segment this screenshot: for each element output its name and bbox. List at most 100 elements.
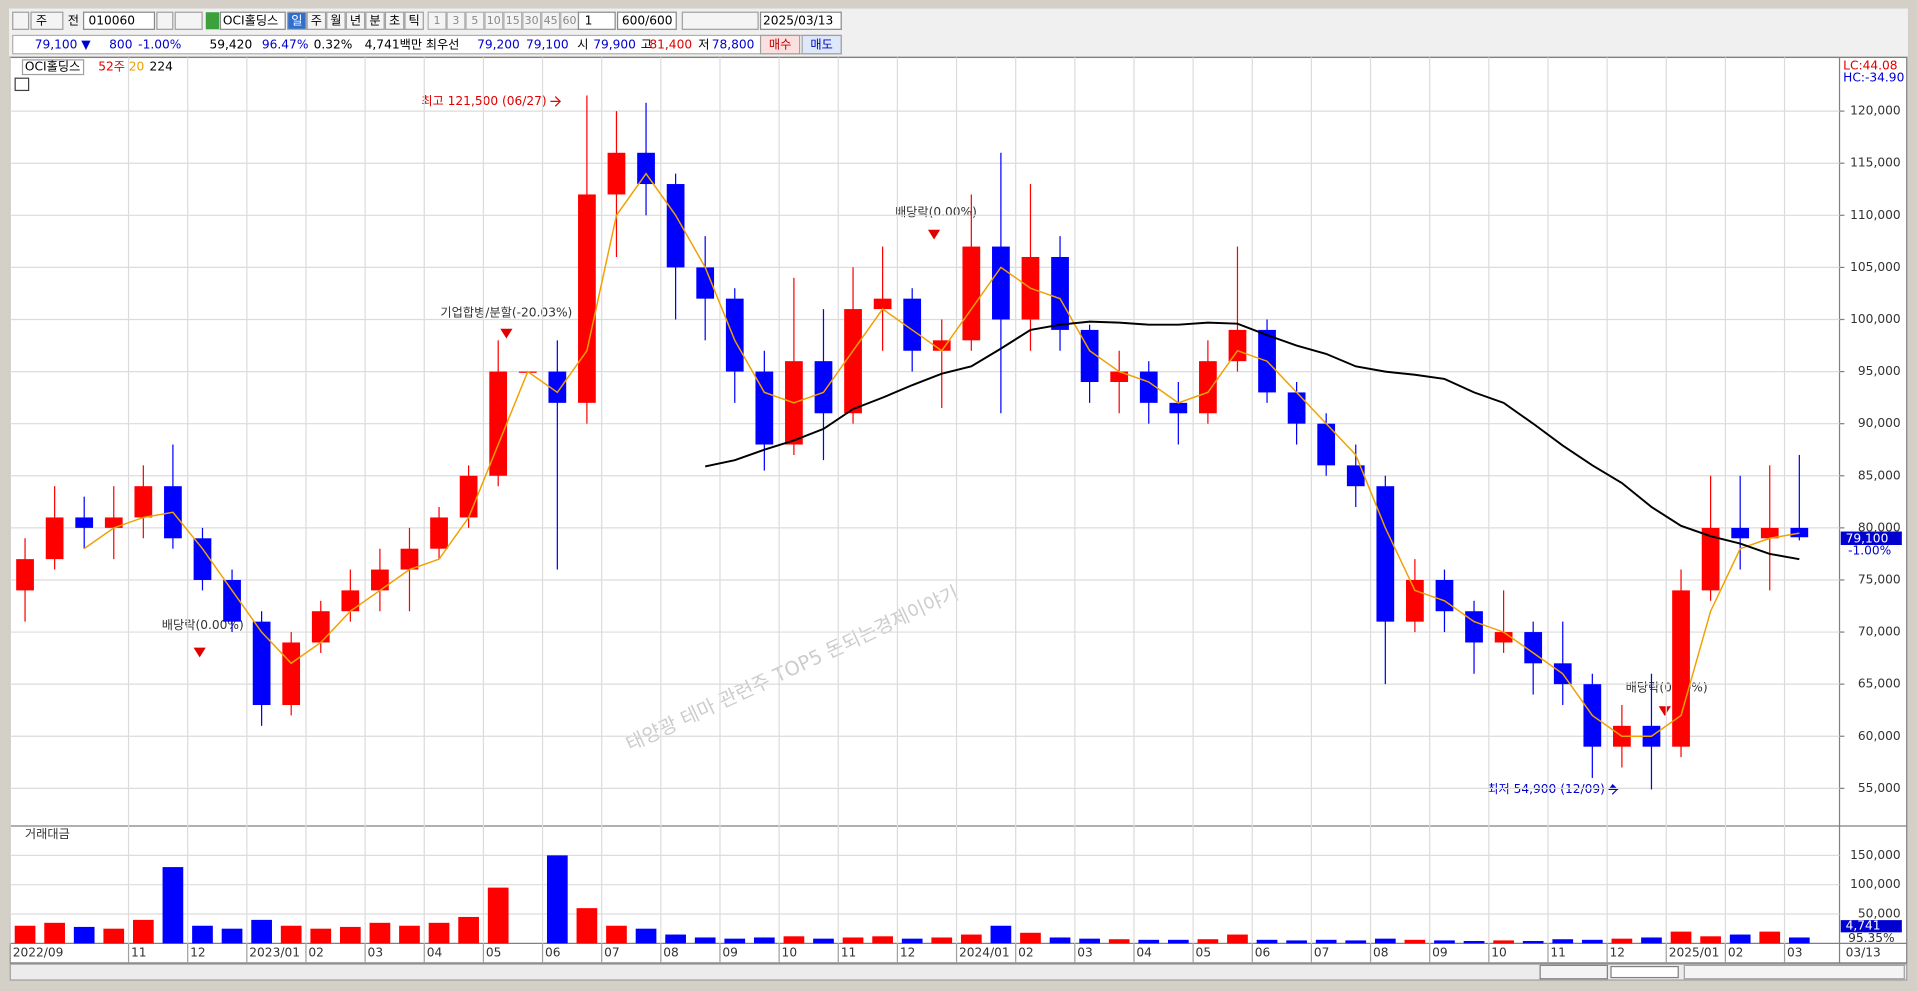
candle-body	[1435, 579, 1454, 612]
candle-body	[932, 340, 951, 351]
volume-bar	[1256, 939, 1278, 944]
market: 전	[68, 13, 79, 27]
candle-body	[1169, 402, 1188, 414]
window-icon[interactable]	[12, 11, 30, 30]
best-label: 최우선	[426, 38, 460, 52]
tool-icons[interactable]	[681, 11, 759, 30]
interval-button[interactable]	[287, 11, 307, 30]
x-tick-label: 03	[1077, 946, 1093, 960]
volume-bar	[1079, 938, 1100, 944]
interval-button[interactable]	[365, 11, 385, 30]
volume-bar	[1020, 932, 1041, 944]
candle-body	[1731, 527, 1750, 539]
y-tick-label: 75,000	[1858, 572, 1901, 586]
minute: 3	[452, 14, 459, 27]
candle-body	[1760, 527, 1779, 539]
y-tick-label: 95,000	[1858, 364, 1901, 378]
volume-bar	[1759, 931, 1781, 944]
volume-bar	[221, 928, 243, 944]
event-marker	[500, 328, 513, 339]
interval-button[interactable]	[306, 11, 327, 30]
volume-bar	[1581, 939, 1603, 944]
sell-button[interactable]	[801, 34, 842, 55]
nav-buttons[interactable]	[1539, 964, 1608, 980]
scrollbar[interactable]	[9, 963, 1908, 981]
candle-body	[134, 486, 153, 518]
event-marker	[1658, 706, 1671, 717]
x-tick-label: 08	[663, 946, 679, 960]
volume-bar	[369, 922, 391, 944]
candle-body	[1110, 371, 1129, 383]
candle-body	[45, 517, 64, 560]
date-box[interactable]	[759, 11, 842, 30]
sound-button[interactable]	[174, 11, 203, 30]
interval-button[interactable]	[326, 11, 346, 30]
candle-body	[844, 309, 862, 414]
volume-bar	[1167, 939, 1189, 944]
trade-value: 4,741백만	[365, 38, 422, 52]
volume-bar	[399, 925, 420, 944]
interval: 초	[389, 13, 400, 27]
minute-button[interactable]	[465, 11, 485, 30]
x-tick-label: 2023/01	[249, 946, 300, 960]
interval-button[interactable]	[345, 11, 366, 30]
candle-body	[666, 184, 685, 268]
minute-button[interactable]	[484, 11, 504, 30]
minute-button[interactable]	[427, 11, 447, 30]
search-button[interactable]	[156, 11, 174, 30]
code: 010060	[88, 13, 135, 27]
minute: 5	[471, 14, 478, 27]
volume-bar	[606, 925, 627, 944]
candle-body	[1672, 590, 1690, 747]
code-input[interactable]	[82, 11, 156, 30]
name-box[interactable]	[219, 11, 286, 30]
minute-button[interactable]	[541, 11, 561, 30]
last-change: -1.00%	[1848, 544, 1891, 558]
minute-button[interactable]	[503, 11, 523, 30]
volume-bar	[1522, 940, 1544, 944]
y-tick-label: 55,000	[1858, 781, 1901, 795]
scroll-thumb[interactable]	[1610, 965, 1679, 979]
count-spin[interactable]	[577, 11, 616, 30]
minute-button[interactable]	[446, 11, 466, 30]
interval: 년	[350, 13, 361, 27]
zoom-buttons[interactable]	[1683, 964, 1905, 980]
volume-bar	[872, 936, 893, 944]
minute-button[interactable]	[522, 11, 542, 30]
candle-body	[637, 152, 655, 185]
period-type-select[interactable]	[30, 11, 64, 30]
high-arrow	[550, 96, 562, 107]
table-icon[interactable]	[14, 77, 30, 92]
candle-body	[104, 517, 123, 528]
x-tick-label: 12	[900, 946, 916, 960]
volume-bar	[1493, 940, 1514, 944]
low-label: 저	[698, 38, 709, 52]
candle-body	[1228, 329, 1247, 362]
volume-bar	[546, 855, 568, 944]
stock-name: OCI홀딩스	[223, 13, 278, 27]
candle-body	[1406, 579, 1424, 622]
volume-bar	[251, 919, 272, 944]
candle-body	[459, 475, 478, 518]
merger-annotation: 기업합병/분할(-20.03%)	[440, 305, 572, 319]
volume-bar	[487, 887, 509, 944]
volume-bar	[1463, 940, 1485, 944]
y-tick-label: 115,000	[1850, 156, 1900, 170]
candle-body	[755, 371, 774, 445]
candle-body	[578, 194, 596, 403]
minute: 15	[506, 14, 520, 27]
interval-button[interactable]	[404, 11, 424, 30]
x-tick-label: 05	[1196, 946, 1212, 960]
sell: 매도	[810, 38, 832, 52]
candle-body	[282, 642, 301, 705]
volume-bar	[1049, 937, 1071, 944]
candle-body	[252, 621, 271, 705]
volume-bar	[1700, 936, 1721, 944]
change-pct: -1.00%	[138, 38, 181, 52]
y-tick-label: 80,000	[1858, 520, 1901, 534]
volume-bar	[1729, 934, 1751, 944]
x-tick-label: 06	[1255, 946, 1271, 960]
volume-ratio: 96.47%	[262, 38, 309, 52]
interval-button[interactable]	[384, 11, 405, 30]
buy-button[interactable]	[759, 34, 801, 55]
